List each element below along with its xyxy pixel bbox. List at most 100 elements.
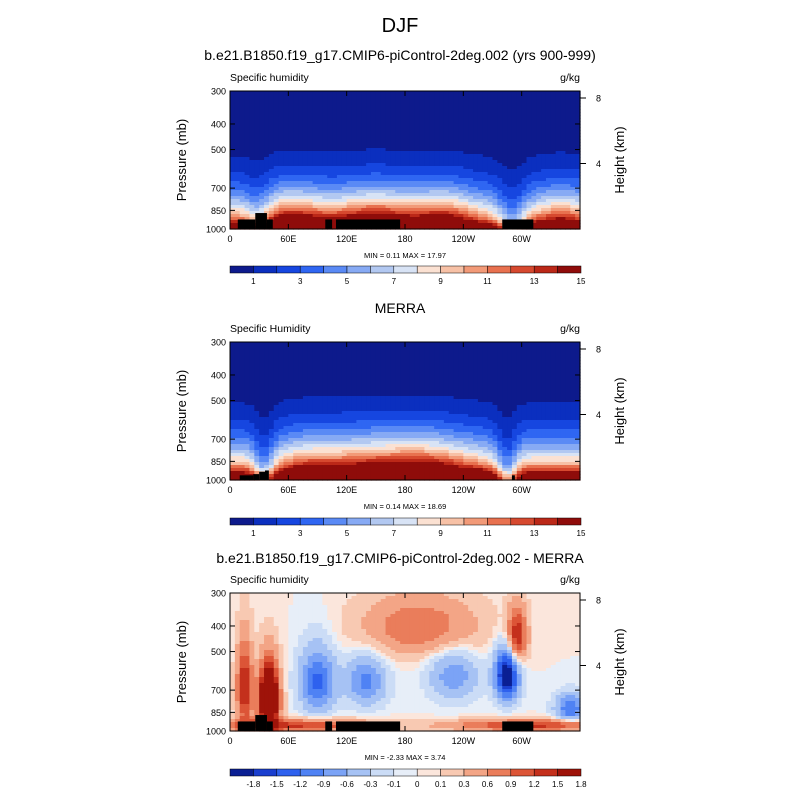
contour-cell (293, 127, 299, 131)
contour-cell (424, 169, 430, 173)
contour-cell (487, 357, 494, 361)
contour-cell (249, 369, 255, 373)
contour-cell (458, 217, 464, 221)
contour-cell (288, 151, 294, 155)
contour-cell (341, 199, 348, 203)
contour-cell (317, 187, 323, 191)
contour-cell (507, 121, 513, 125)
contour-cell (341, 169, 348, 173)
contour-cell (293, 151, 299, 155)
contour-cell (448, 94, 455, 98)
contour-cell (312, 363, 319, 367)
contour-cell (516, 187, 523, 191)
contour-cell (477, 369, 484, 373)
contour-cell (327, 169, 333, 173)
contour-cell (473, 348, 479, 352)
contour-cell (555, 160, 562, 164)
contour-cell (332, 103, 338, 107)
contour-cell (560, 178, 567, 182)
contour-cell (268, 354, 275, 358)
contour-cell (400, 163, 406, 167)
contour-cell (395, 142, 401, 146)
contour-cell (507, 175, 513, 179)
contour-cell (385, 151, 392, 155)
contour-cell (332, 196, 338, 200)
contour-cell (473, 148, 479, 152)
contour-cell (570, 154, 576, 158)
contour-cell (283, 348, 289, 352)
contour-cell (405, 196, 411, 200)
contour-cell (395, 148, 401, 152)
contour-cell (341, 121, 348, 125)
contour-cell (332, 178, 338, 182)
contour-cell (370, 163, 377, 167)
contour-cell (283, 103, 289, 107)
contour-cell (536, 217, 542, 221)
contour-cell (434, 124, 440, 128)
contour-cell (473, 133, 479, 137)
contour-cell (254, 121, 260, 125)
contour-cell (541, 121, 547, 125)
contour-cell (302, 348, 309, 352)
contour-cell (273, 369, 280, 373)
contour-cell (370, 354, 377, 358)
contour-cell (259, 369, 265, 373)
contour-cell (230, 214, 236, 218)
contour-cell (473, 190, 479, 194)
contour-cell (507, 133, 513, 137)
contour-cell (550, 205, 557, 209)
contour-cell (312, 136, 319, 140)
contour-cell (570, 97, 576, 101)
contour-cell (400, 342, 406, 346)
contour-cell (477, 181, 484, 185)
contour-cell (361, 217, 367, 221)
contour-cell (230, 220, 236, 224)
contour-cell (259, 121, 265, 125)
contour-cell (375, 115, 382, 119)
contour-cell (570, 106, 576, 110)
contour-cell (322, 372, 328, 376)
contour-cell (507, 208, 513, 212)
contour-cell (278, 166, 285, 170)
contour-cell (429, 94, 435, 98)
contour-cell (482, 205, 489, 209)
contour-cell (259, 118, 265, 122)
contour-cell (302, 205, 309, 209)
contour-cell (468, 348, 474, 352)
contour-cell (458, 357, 464, 361)
contour-cell (405, 226, 411, 230)
contour-cell (507, 109, 513, 113)
contour-cell (575, 223, 581, 227)
contour-cell (536, 202, 542, 206)
contour-cell (264, 190, 270, 194)
contour-cell (234, 121, 241, 125)
contour-cell (419, 160, 426, 164)
contour-cell (424, 106, 430, 110)
contour-cell (570, 139, 576, 143)
contour-cell (434, 148, 440, 152)
contour-cell (550, 127, 557, 131)
contour-cell (400, 151, 406, 155)
contour-cell (434, 145, 440, 149)
contour-cell (370, 166, 377, 170)
contour-cell (278, 106, 285, 110)
contour-cell (298, 106, 304, 110)
contour-cell (521, 136, 528, 140)
contour-cell (477, 154, 484, 158)
contour-cell (249, 97, 255, 101)
contour-cell (327, 160, 333, 164)
contour-cell (502, 151, 508, 155)
contour-cell (414, 357, 421, 361)
contour-cell (361, 211, 367, 215)
contour-cell (487, 196, 494, 200)
contour-cell (516, 190, 523, 194)
contour-cell (298, 351, 304, 355)
contour-cell (414, 151, 421, 155)
contour-cell (521, 217, 528, 221)
contour-cell (536, 181, 542, 185)
contour-cell (370, 121, 377, 125)
contour-cell (570, 196, 576, 200)
contour-cell (541, 220, 547, 224)
contour-cell (565, 91, 571, 95)
contour-cell (443, 211, 450, 215)
